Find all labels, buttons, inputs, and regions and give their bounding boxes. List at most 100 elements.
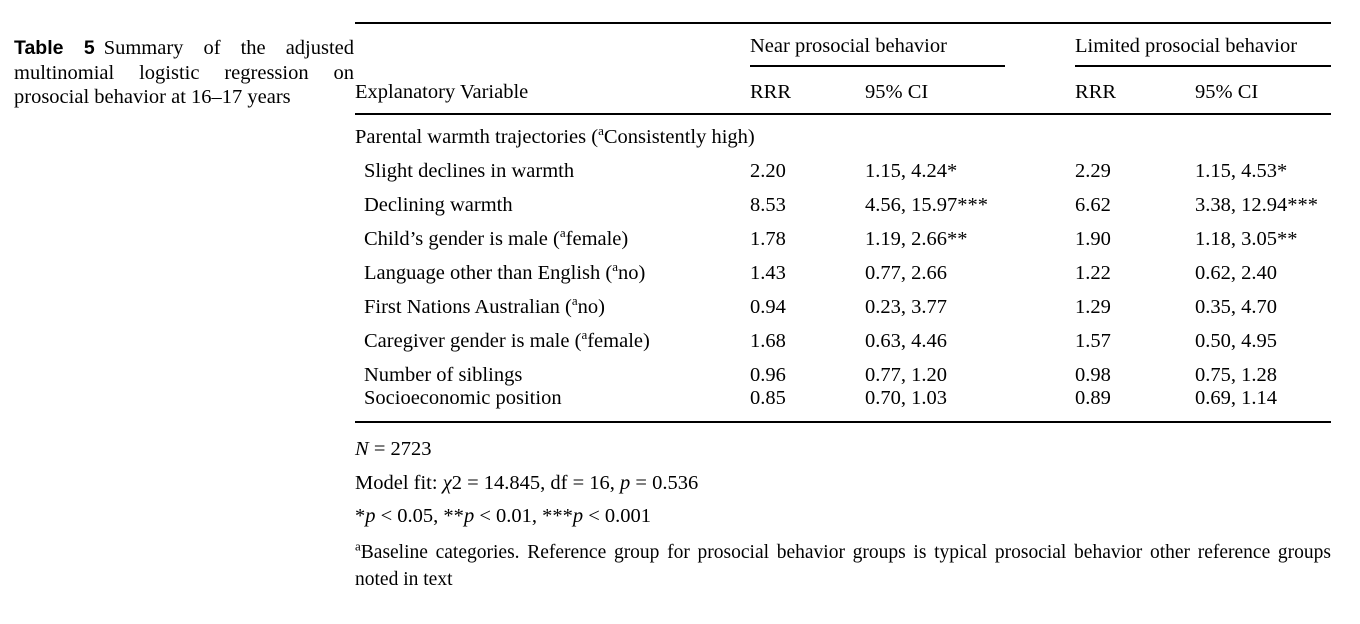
row-label-text: Language other than English ( xyxy=(364,262,613,284)
note-fit-stats: 2 = 14.845, df = 16, xyxy=(451,471,621,494)
row-label-text: Slight declines in warmth xyxy=(364,160,575,182)
row-label-text: First Nations Australian ( xyxy=(364,296,572,318)
table-row: Slight declines in warmth 2.20 1.15, 4.2… xyxy=(355,149,1331,183)
row-label: Language other than English (ano) xyxy=(355,251,750,285)
group-header-row: Near prosocial behavior Limited prosocia… xyxy=(355,23,1332,70)
row-label-text: Caregiver gender is male ( xyxy=(364,330,582,352)
note-model-fit: Model fit: χ2 = 14.845, df = 16, p = 0.5… xyxy=(355,472,1331,494)
row-label: Declining warmth xyxy=(355,183,750,217)
note-significance: *p < 0.05, **p < 0.01, ***p < 0.001 xyxy=(355,505,1331,527)
limited-rrr-value: 1.22 xyxy=(1075,262,1111,284)
section-header-post: Consistently high) xyxy=(603,126,755,148)
sig-p1: p xyxy=(365,505,376,527)
near-ci-value: 4.56, 15.97*** xyxy=(865,194,988,216)
near-rrr-value: 1.78 xyxy=(750,228,786,250)
note-sample-size: N = 2723 xyxy=(355,438,1331,460)
section-header-row: Parental warmth trajectories (aConsisten… xyxy=(355,114,1331,149)
table-row: First Nations Australian (ano) 0.94 0.23… xyxy=(355,285,1331,319)
footnote-baseline: aBaseline categories. Reference group fo… xyxy=(355,539,1331,593)
limited-ci-value: 0.35, 4.70 xyxy=(1195,296,1278,318)
sig-star1: * xyxy=(355,505,366,527)
near-rrr-value: 0.94 xyxy=(750,296,786,318)
row-label-text: Declining warmth xyxy=(364,194,513,216)
near-rrr-value: 8.53 xyxy=(750,194,786,216)
regression-table: Near prosocial behavior Limited prosocia… xyxy=(355,22,1332,423)
column-header-explanatory: Explanatory Variable xyxy=(355,70,750,115)
sig-thresh1: < 0.05, ** xyxy=(375,505,464,527)
column-header-rrr-near: RRR xyxy=(750,70,865,115)
section-header-pre: Parental warmth trajectories ( xyxy=(355,126,599,148)
baseline-sup: a xyxy=(612,259,618,275)
limited-rrr-value: 0.89 xyxy=(1075,387,1196,423)
note-n-value: = 2723 xyxy=(368,438,432,460)
limited-ci-value: 0.62, 2.40 xyxy=(1195,262,1278,284)
column-header-row: Explanatory Variable RRR 95% CI RRR 95% … xyxy=(355,70,1332,115)
footnote-sup: a xyxy=(355,538,361,553)
column-header-ci-limited: 95% CI xyxy=(1195,70,1332,115)
sig-thresh3: < 0.001 xyxy=(583,505,652,527)
near-rrr-value: 2.20 xyxy=(750,160,786,182)
near-rrr-value: 0.85 xyxy=(750,387,865,423)
group-header-near-label: Near prosocial behavior xyxy=(750,35,947,57)
near-ci-value: 0.63, 4.46 xyxy=(865,330,947,352)
limited-rrr-value: 1.57 xyxy=(1075,330,1111,352)
section-header-label: Parental warmth trajectories (aConsisten… xyxy=(355,114,1331,149)
group-header-limited-label: Limited prosocial behavior xyxy=(1075,35,1298,57)
row-label: First Nations Australian (ano) xyxy=(355,285,750,319)
row-label-baseline: no) xyxy=(617,262,646,284)
caption-text: Summary of the adjusted multinomial logi… xyxy=(14,37,355,108)
near-rrr-value: 1.43 xyxy=(750,262,786,284)
note-fit-text: Model fit: xyxy=(355,471,443,494)
row-label: Child’s gender is male (afemale) xyxy=(355,217,750,251)
table-row: Number of siblings 0.96 0.77, 1.20 0.98 … xyxy=(355,353,1331,387)
near-ci-value: 1.19, 2.66** xyxy=(865,228,968,250)
sig-thresh2: < 0.01, *** xyxy=(474,505,573,527)
note-n-symbol: N xyxy=(355,438,369,460)
table-row: Language other than English (ano) 1.43 0… xyxy=(355,251,1331,285)
row-label: Caregiver gender is male (afemale) xyxy=(355,319,750,353)
limited-ci-value: 0.50, 4.95 xyxy=(1195,330,1278,352)
table-notes: N = 2723 Model fit: χ2 = 14.845, df = 16… xyxy=(355,438,1331,593)
table-row: Caregiver gender is male (afemale) 1.68 … xyxy=(355,319,1331,353)
limited-ci-value: 3.38, 12.94*** xyxy=(1195,194,1319,216)
limited-ci-value: 0.75, 1.28 xyxy=(1195,364,1278,386)
group-header-near: Near prosocial behavior xyxy=(750,24,1006,67)
limited-rrr-value: 2.29 xyxy=(1075,160,1111,182)
table-row: Socioeconomic position 0.85 0.70, 1.03 0… xyxy=(355,387,1332,423)
near-ci-value: 0.23, 3.77 xyxy=(865,296,947,318)
note-fit-p: p xyxy=(620,471,631,494)
row-label-baseline: female) xyxy=(565,228,629,250)
table-caption: Table 5 Summary of the adjusted multinomi… xyxy=(14,36,354,110)
table-zone: Near prosocial behavior Limited prosocia… xyxy=(355,22,1332,593)
group-header-limited-cell: Limited prosocial behavior xyxy=(1075,23,1332,70)
group-header-limited: Limited prosocial behavior xyxy=(1075,24,1332,67)
limited-rrr-value: 1.90 xyxy=(1075,228,1111,250)
near-ci-value: 0.77, 1.20 xyxy=(865,364,947,386)
near-rrr-value: 0.96 xyxy=(750,364,786,386)
table-row: Child’s gender is male (afemale) 1.78 1.… xyxy=(355,217,1331,251)
row-label-baseline: no) xyxy=(577,296,605,318)
limited-ci-value: 1.15, 4.53* xyxy=(1195,160,1288,182)
near-ci-value: 0.77, 2.66 xyxy=(865,262,947,284)
table-row: Declining warmth 8.53 4.56, 15.97*** 6.6… xyxy=(355,183,1331,217)
near-ci-value: 1.15, 4.24* xyxy=(865,160,958,182)
row-label-baseline: female) xyxy=(587,330,650,352)
near-ci-value: 0.70, 1.03 xyxy=(865,387,1076,423)
row-label: Slight declines in warmth xyxy=(355,149,750,183)
group-header-near-cell: Near prosocial behavior xyxy=(750,23,1075,70)
baseline-sup: a xyxy=(571,293,578,309)
sig-p2: p xyxy=(463,505,475,527)
row-label: Socioeconomic position xyxy=(355,387,750,423)
near-rrr-value: 1.68 xyxy=(750,330,786,352)
sig-p3: p xyxy=(572,505,584,527)
column-header-ci-near: 95% CI xyxy=(865,70,1076,115)
limited-rrr-value: 6.62 xyxy=(1075,194,1111,216)
row-label-text: Number of siblings xyxy=(364,364,523,386)
limited-ci-value: 1.18, 3.05** xyxy=(1195,228,1298,250)
limited-rrr-value: 0.98 xyxy=(1075,364,1111,386)
row-label: Number of siblings xyxy=(355,353,750,387)
baseline-sup: a xyxy=(559,225,566,241)
limited-rrr-value: 1.29 xyxy=(1075,296,1111,318)
note-fit-chi: χ xyxy=(442,471,452,494)
